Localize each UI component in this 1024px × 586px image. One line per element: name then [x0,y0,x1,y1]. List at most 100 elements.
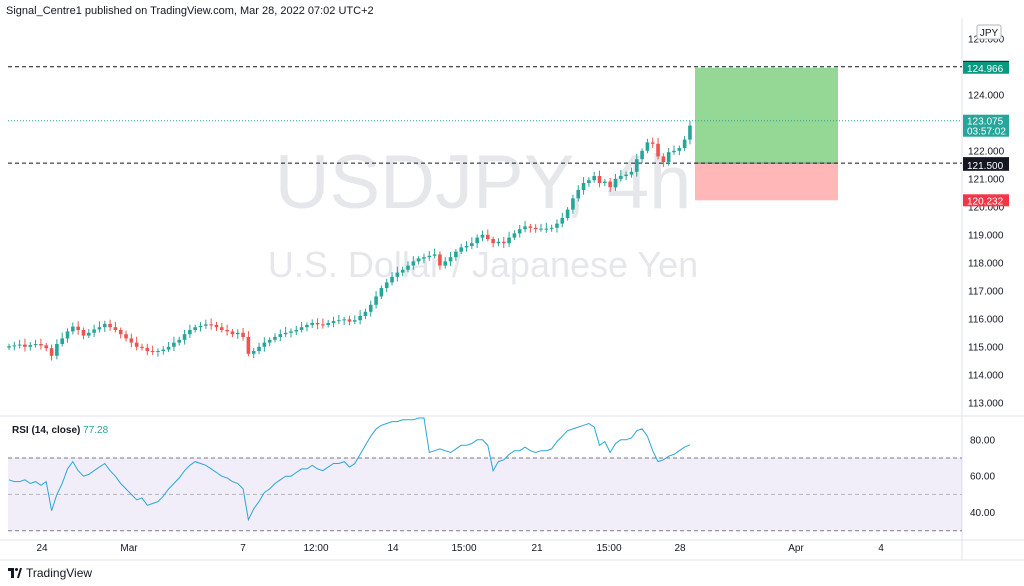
candle-body[interactable] [294,330,299,332]
candle-body[interactable] [592,176,596,181]
candle[interactable] [65,328,70,343]
candle-body[interactable] [262,342,267,347]
candle-body[interactable] [464,246,469,248]
candle-body[interactable] [661,156,666,162]
candle-body[interactable] [603,181,607,183]
candle[interactable] [225,324,229,336]
candle[interactable] [124,330,128,342]
candle-body[interactable] [571,198,575,210]
candle[interactable] [140,343,144,351]
candle[interactable] [629,167,634,178]
candle[interactable] [406,261,410,273]
candle-body[interactable] [299,327,304,330]
candle[interactable] [539,223,543,232]
candle-body[interactable] [491,239,495,244]
candle-body[interactable] [76,326,80,330]
candle[interactable] [528,223,533,233]
candle-body[interactable] [363,311,368,316]
candle[interactable] [188,324,192,338]
candle-body[interactable] [230,331,235,335]
candle[interactable] [87,329,91,339]
candle-body[interactable] [523,226,527,230]
candle[interactable] [634,153,639,177]
candle[interactable] [661,153,666,167]
candle[interactable] [102,320,107,332]
candle-body[interactable] [650,142,655,144]
candle[interactable] [645,138,650,154]
candle-body[interactable] [92,329,96,333]
candle-body[interactable] [97,327,102,330]
candle-body[interactable] [7,346,11,348]
candle-body[interactable] [353,320,357,322]
candle[interactable] [650,137,655,148]
candle-body[interactable] [17,344,22,346]
candle-body[interactable] [645,142,650,151]
candle-body[interactable] [156,351,160,352]
candle-body[interactable] [81,330,86,336]
candle[interactable] [576,185,581,202]
candle-body[interactable] [587,180,591,183]
candle-body[interactable] [560,218,565,224]
candle[interactable] [12,341,17,351]
candle[interactable] [507,231,511,247]
candle-body[interactable] [278,334,283,337]
candle[interactable] [220,323,224,333]
candle-body[interactable] [182,334,187,340]
candle-body[interactable] [512,233,517,238]
candle[interactable] [278,329,283,342]
candle[interactable] [480,230,485,242]
candle[interactable] [448,251,453,267]
candle[interactable] [92,324,96,337]
candle-body[interactable] [44,345,49,349]
candle-body[interactable] [656,143,660,157]
candle-body[interactable] [581,183,586,190]
candle-body[interactable] [539,228,543,230]
candle-body[interactable] [470,243,474,246]
candle-body[interactable] [688,125,692,140]
candle[interactable] [23,338,27,352]
candle[interactable] [353,315,357,325]
rsi-pane[interactable] [8,417,962,532]
candle-body[interactable] [251,351,256,354]
candle-body[interactable] [33,344,38,346]
candle[interactable] [134,336,139,351]
candle-body[interactable] [134,342,139,347]
candle[interactable] [374,291,378,309]
candle-body[interactable] [459,247,463,252]
candle-body[interactable] [682,139,687,148]
candle[interactable] [337,314,341,325]
candle[interactable] [209,318,213,330]
candle-body[interactable] [289,331,293,333]
candle[interactable] [427,251,432,261]
candle-body[interactable] [108,323,112,328]
candle-body[interactable] [427,255,432,258]
rsi-line[interactable] [8,417,691,522]
candle[interactable] [267,337,272,347]
candle[interactable] [587,177,591,187]
candle[interactable] [363,308,368,320]
candle[interactable] [416,256,421,265]
candle[interactable] [150,345,155,355]
candle[interactable] [358,310,362,325]
candle-body[interactable] [23,344,27,347]
candle-body[interactable] [597,176,602,183]
candle-body[interactable] [161,349,166,351]
candle[interactable] [257,342,261,355]
candle[interactable] [108,319,112,331]
candle-body[interactable] [672,150,676,153]
candle[interactable] [44,342,49,352]
candle[interactable] [459,243,463,255]
candle[interactable] [464,241,469,252]
candle[interactable] [118,327,123,339]
candle[interactable] [246,331,251,357]
candle[interactable] [310,319,315,329]
candle[interactable] [390,272,394,286]
candle-body[interactable] [204,324,208,326]
candle-body[interactable] [358,316,362,321]
candle-body[interactable] [65,331,70,339]
candle-body[interactable] [517,229,522,234]
candle[interactable] [400,266,405,277]
candle[interactable] [230,328,235,338]
candle[interactable] [305,322,309,332]
